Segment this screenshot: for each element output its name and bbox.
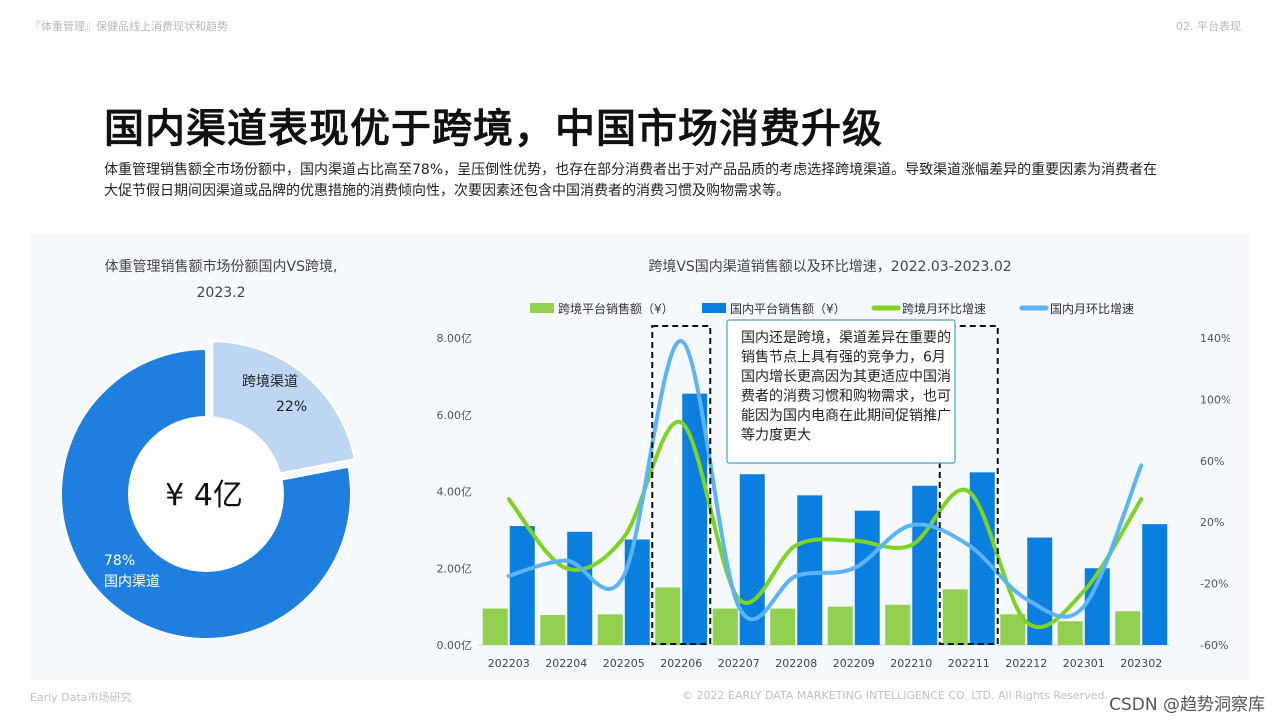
x-axis-tick-label: 202206 [660,657,702,670]
x-axis-tick-label: 202210 [890,657,932,670]
x-axis-tick-label: 202207 [718,657,760,670]
legend-label: 国内平台销售额（¥） [730,301,846,316]
x-axis-tick-label: 202208 [775,657,817,670]
cross-border-sales-bar [540,615,566,645]
cross-border-sales-bar [827,606,853,645]
annotation-box [726,319,956,464]
section-label: 02. 平台表现 [1176,20,1241,33]
right-axis-tick-label: -60% [1200,639,1228,652]
donut-center-label: ¥ 4亿 [165,478,243,513]
highlight-box-202206 [651,325,712,645]
slice-label-domestic-pct: 78% [104,553,135,569]
cross-border-sales-bar [770,608,796,645]
watermark: CSDN @趋势洞察库 [1109,695,1265,715]
legend-label: 跨境平台销售额（¥） [558,301,674,316]
slice-label-domestic-name: 国内渠道 [104,574,160,590]
legend-label: 跨境月环比增速 [902,301,986,316]
right-axis-tick-label: 20% [1200,516,1224,529]
domestic-sales-bar [567,531,593,645]
left-axis-tick-label: 0.00亿 [437,639,473,652]
donut-chart: 体重管理销售额市场份额国内VS跨境, 2023.2 ¥ 4亿 跨境渠道 22% … [60,258,356,640]
x-axis-tick-label: 202205 [603,657,645,670]
left-axis-tick-label: 4.00亿 [437,486,473,499]
combo-chart: 跨境VS国内渠道销售额以及环比增速，2022.03-2023.02 跨境平台销售… [437,259,1231,670]
cross-border-sales-bar [597,614,623,645]
domestic-sales-bar [509,526,535,645]
domestic-growth-line [506,339,1144,622]
cross-border-sales-bar [712,608,738,645]
donut-title-line2: 2023.2 [197,285,246,301]
slice-label-cross-border-pct: 22% [276,399,307,415]
domestic-sales-bar [854,510,880,645]
page-subtitle: 体重管理销售额全市场份额中，国内渠道占比高至78%，呈压倒性优势，也存在部分消费… [104,162,1158,199]
cross-border-sales-bar [482,608,508,645]
cross-border-sales-bar [885,604,911,645]
annotation-text: 国内还是跨境，渠道差异在重要的销售节点上具有强的竞争力，6月国内增长更高因为其更… [741,330,951,444]
x-axis-tick-label: 202301 [1063,657,1105,670]
left-axis-tick-label: 2.00亿 [437,562,473,575]
legend-label: 国内月环比增速 [1050,302,1134,316]
right-axis-tick-label: 140% [1200,332,1230,345]
cross-border-sales-bar [1115,611,1141,645]
domestic-sales-bar [912,485,938,645]
legend-swatch [702,303,726,313]
cross-border-sales-bar [1057,621,1083,645]
footer-brand: Early Data市场研究 [30,691,132,704]
donut-title-line1: 体重管理销售额市场份额国内VS跨境, [105,258,338,275]
domestic-sales-bar [797,495,823,645]
cross-border-sales-bar [655,587,681,645]
right-axis-tick-label: 60% [1200,455,1224,468]
cross-border-sales-bar [1000,614,1026,645]
x-axis-tick-label: 202209 [833,657,875,670]
donut-hole [128,416,284,572]
x-axis-tick-label: 202204 [545,657,587,670]
x-axis-tick-label: 202211 [948,657,990,670]
combo-chart-title: 跨境VS国内渠道销售额以及环比增速，2022.03-2023.02 [648,259,1011,275]
annotation-callout: 国内还是跨境，渠道差异在重要的销售节点上具有强的竞争力，6月国内增长更高因为其更… [726,319,956,464]
x-axis-tick-label: 202212 [1005,657,1047,670]
page-title: 国内渠道表现优于跨境，中国市场消费升级 [104,106,883,152]
left-axis-tick-label: 8.00亿 [437,332,473,345]
slice-label-cross-border-name: 跨境渠道 [242,374,298,390]
cross-border-growth-line [506,419,1144,630]
right-axis-tick-label: -20% [1200,578,1228,591]
left-axis-tick-label: 6.00亿 [437,409,473,422]
legend-swatch [530,303,554,313]
right-axis-tick-label: 100% [1200,393,1230,406]
x-axis-tick-label: 202302 [1120,657,1162,670]
cross-border-sales-bar [942,589,968,645]
x-axis-tick-label: 202203 [488,657,530,670]
report-title-header: 『体重管理』保健品线上消费现状和趋势 [30,20,228,33]
domestic-sales-bar [682,393,708,645]
highlight-box-202211 [938,325,999,645]
domestic-sales-bar [624,539,650,645]
domestic-sales-bar [1142,524,1168,645]
footer-copyright: © 2022 EARLY DATA MARKETING INTELLIGENCE… [682,689,1109,702]
